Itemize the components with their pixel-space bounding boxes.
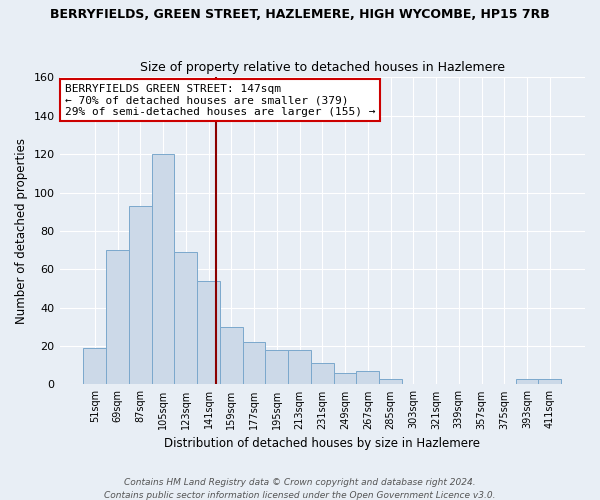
- Bar: [265, 350, 288, 384]
- Bar: [538, 378, 561, 384]
- Bar: [83, 348, 106, 385]
- X-axis label: Distribution of detached houses by size in Hazlemere: Distribution of detached houses by size …: [164, 437, 480, 450]
- Text: BERRYFIELDS, GREEN STREET, HAZLEMERE, HIGH WYCOMBE, HP15 7RB: BERRYFIELDS, GREEN STREET, HAZLEMERE, HI…: [50, 8, 550, 20]
- Bar: [311, 364, 334, 384]
- Text: BERRYFIELDS GREEN STREET: 147sqm
← 70% of detached houses are smaller (379)
29% : BERRYFIELDS GREEN STREET: 147sqm ← 70% o…: [65, 84, 375, 117]
- Bar: [175, 252, 197, 384]
- Title: Size of property relative to detached houses in Hazlemere: Size of property relative to detached ho…: [140, 60, 505, 74]
- Bar: [242, 342, 265, 384]
- Bar: [197, 281, 220, 384]
- Bar: [515, 378, 538, 384]
- Bar: [356, 371, 379, 384]
- Text: Contains HM Land Registry data © Crown copyright and database right 2024.
Contai: Contains HM Land Registry data © Crown c…: [104, 478, 496, 500]
- Bar: [106, 250, 129, 384]
- Bar: [379, 378, 402, 384]
- Bar: [334, 373, 356, 384]
- Bar: [152, 154, 175, 384]
- Bar: [129, 206, 152, 384]
- Y-axis label: Number of detached properties: Number of detached properties: [15, 138, 28, 324]
- Bar: [220, 327, 242, 384]
- Bar: [288, 350, 311, 384]
